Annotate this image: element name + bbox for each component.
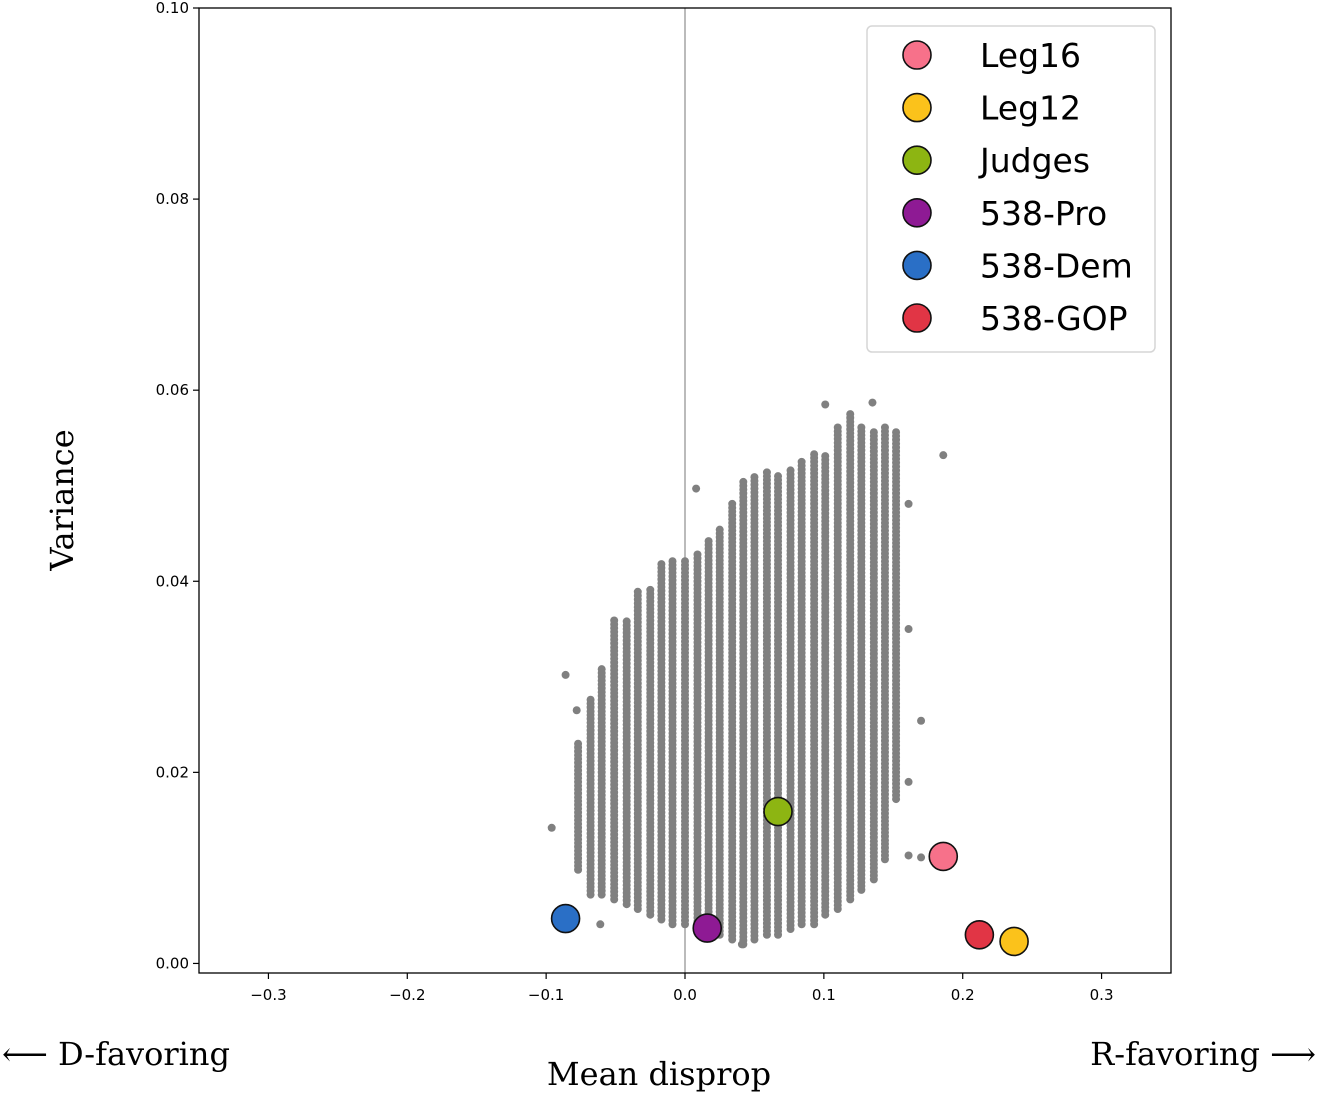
ensemble-point	[657, 560, 666, 569]
legend-label: 538-GOP	[980, 299, 1128, 338]
x-axis-label: Mean disprop	[547, 1055, 771, 1093]
legend-marker	[902, 40, 932, 70]
legend-marker	[902, 250, 932, 281]
ensemble-point	[561, 670, 570, 679]
ensemble-point	[586, 695, 595, 704]
legend-box	[866, 25, 1156, 353]
ensemble-point	[904, 777, 913, 786]
ensemble-point	[596, 920, 605, 929]
ensemble-point	[737, 940, 746, 949]
ensemble-point	[774, 472, 783, 481]
ensemble-point	[610, 616, 619, 625]
ensemble-point	[574, 739, 583, 748]
legend-marker	[902, 198, 932, 228]
point-leg16	[928, 841, 959, 872]
highlighted-plans	[550, 796, 1029, 957]
legend-label: 538-Dem	[980, 246, 1133, 285]
ensemble-point	[681, 557, 689, 566]
ensemble-point	[821, 452, 830, 461]
y-tick-label: 0.00	[156, 954, 189, 972]
ensemble-point	[846, 410, 855, 419]
ensemble-point	[547, 823, 556, 832]
ensemble-point	[917, 853, 926, 862]
legend-item-538-pro: 538-Pro	[902, 194, 1107, 233]
legend-item-538-gop: 538-GOP	[902, 299, 1128, 338]
legend-item-leg16: Leg16	[902, 36, 1081, 75]
ensemble-point	[904, 625, 913, 634]
legend-item-judges: Judges	[902, 141, 1090, 180]
point-538-dem	[550, 903, 581, 934]
r-favoring-annotation: R-favoring ⟶	[1090, 1035, 1316, 1073]
legend: Leg16 Leg12 Judges 538-Pro 538-Dem 538-GOP	[866, 25, 1156, 353]
ensemble-point	[597, 665, 606, 674]
x-tick-label: 0.3	[1090, 986, 1114, 1004]
ensemble-point	[786, 466, 795, 475]
x-tick-label: 0.1	[812, 986, 836, 1004]
y-tick-label: 0.02	[156, 763, 189, 781]
ensemble-point	[692, 484, 701, 493]
x-tick-label: 0.2	[951, 986, 975, 1004]
y-axis-label: Variance	[43, 429, 81, 571]
legend-marker	[902, 145, 932, 175]
point-leg12	[999, 926, 1029, 957]
ensemble-point	[939, 451, 948, 460]
ensemble-point	[572, 706, 581, 715]
ensemble-point	[762, 468, 771, 477]
ensemble-point	[693, 550, 702, 559]
ensemble-points	[547, 398, 948, 949]
point-judges	[763, 796, 793, 827]
ensemble-point	[833, 423, 842, 432]
legend-label: Judges	[978, 141, 1090, 180]
ensemble-point	[633, 587, 642, 596]
legend-marker	[902, 92, 932, 123]
legend-marker	[902, 303, 932, 333]
x-tick-label: 0.0	[673, 986, 697, 1004]
ensemble-point	[904, 499, 913, 508]
legend-label: Leg12	[980, 89, 1081, 128]
ensemble-point	[715, 525, 724, 534]
point-538-pro	[692, 913, 723, 943]
point-538-gop	[964, 919, 995, 950]
ensemble-point	[646, 585, 655, 594]
ensemble-point	[797, 457, 806, 466]
legend-label: 538-Pro	[980, 194, 1107, 233]
x-axis: −0.3 −0.2 −0.1 0.0 0.1 0.2 0.3	[250, 973, 1114, 1004]
x-tick-label: −0.3	[250, 986, 286, 1004]
ensemble-point	[868, 398, 877, 407]
ensemble-point	[704, 537, 713, 546]
legend-label: Leg16	[980, 36, 1081, 75]
ensemble-point	[869, 428, 878, 437]
ensemble-point	[668, 557, 677, 566]
y-tick-label: 0.10	[156, 0, 189, 17]
y-tick-label: 0.06	[156, 381, 189, 399]
ensemble-point	[880, 423, 889, 432]
legend-item-leg12: Leg12	[902, 89, 1081, 128]
y-tick-label: 0.08	[156, 190, 189, 208]
ensemble-point	[739, 477, 748, 486]
y-tick-label: 0.04	[156, 572, 189, 590]
ensemble-point	[857, 423, 866, 432]
ensemble-point	[750, 473, 759, 482]
ensemble-point	[810, 450, 819, 459]
d-favoring-annotation: ⟵ D-favoring	[2, 1035, 230, 1073]
ensemble-point	[917, 716, 926, 725]
ensemble-point	[728, 499, 737, 508]
x-tick-label: −0.2	[389, 986, 425, 1004]
x-tick-label: −0.1	[528, 986, 564, 1004]
y-axis: 0.00 0.02 0.04 0.06 0.08 0.10	[156, 0, 199, 972]
ensemble-point	[904, 851, 913, 860]
legend-item-538-dem: 538-Dem	[902, 246, 1133, 285]
ensemble-point	[622, 617, 631, 626]
ensemble-point	[892, 428, 901, 437]
ensemble-point	[821, 400, 830, 409]
